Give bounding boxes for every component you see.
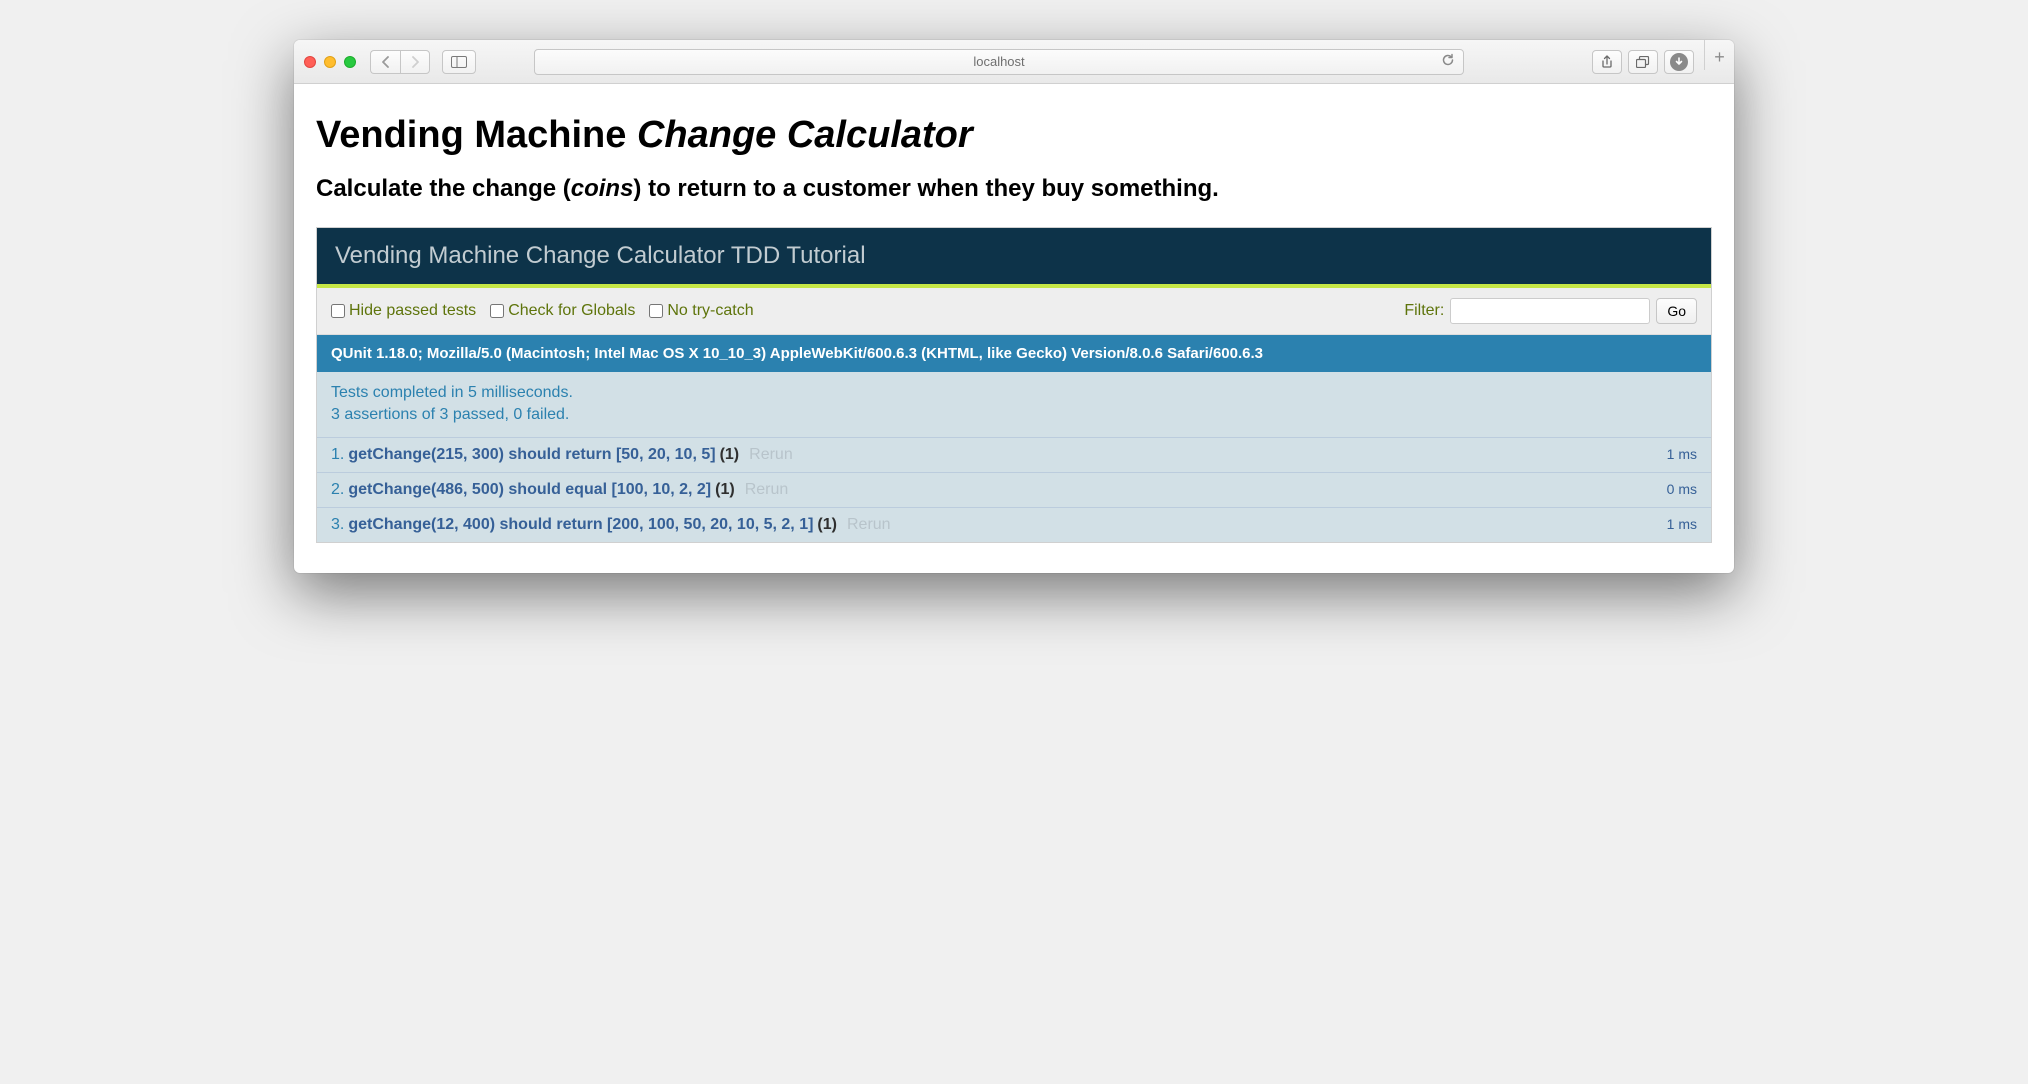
test-name[interactable]: getChange(215, 300) should return [50, 2… bbox=[348, 446, 715, 464]
test-assertion-count: (1) bbox=[720, 446, 740, 464]
sidebar-toggle-button[interactable] bbox=[442, 50, 476, 74]
qunit-panel: Vending Machine Change Calculator TDD Tu… bbox=[316, 227, 1712, 543]
filter-group: Filter: Go bbox=[1404, 298, 1697, 324]
filter-go-button[interactable]: Go bbox=[1656, 298, 1697, 324]
page-title-italic: Change Calculator bbox=[637, 114, 973, 156]
check-globals-label: Check for Globals bbox=[508, 302, 635, 320]
minimize-window-button[interactable] bbox=[324, 56, 336, 68]
qunit-summary-line1: Tests completed in 5 milliseconds. bbox=[331, 382, 1697, 404]
test-name[interactable]: getChange(12, 400) should return [200, 1… bbox=[348, 516, 813, 534]
sidebar-icon bbox=[451, 56, 467, 68]
no-trycatch-checkbox[interactable]: No try-catch bbox=[649, 302, 753, 320]
page-subtitle-suffix: ) to return to a customer when they buy … bbox=[633, 175, 1218, 202]
share-icon bbox=[1601, 55, 1613, 69]
hide-passed-checkbox[interactable]: Hide passed tests bbox=[331, 302, 476, 320]
check-globals-input[interactable] bbox=[490, 304, 504, 318]
tabs-button[interactable] bbox=[1628, 50, 1658, 74]
page-title: Vending Machine Change Calculator bbox=[316, 114, 1712, 157]
rerun-link[interactable]: Rerun bbox=[745, 481, 789, 499]
hide-passed-input[interactable] bbox=[331, 304, 345, 318]
chevron-left-icon bbox=[381, 56, 391, 68]
no-trycatch-input[interactable] bbox=[649, 304, 663, 318]
rerun-link[interactable]: Rerun bbox=[847, 516, 891, 534]
qunit-summary-line2: 3 assertions of 3 passed, 0 failed. bbox=[331, 404, 1697, 426]
traffic-lights bbox=[304, 56, 356, 68]
reload-button[interactable] bbox=[1441, 53, 1455, 70]
downloads-button[interactable] bbox=[1664, 50, 1694, 74]
test-row[interactable]: 3. getChange(12, 400) should return [200… bbox=[317, 508, 1711, 542]
new-tab-button[interactable]: + bbox=[1704, 40, 1734, 70]
browser-window: localhost bbox=[294, 40, 1734, 573]
rerun-link[interactable]: Rerun bbox=[749, 446, 793, 464]
qunit-toolbar: Hide passed tests Check for Globals No t… bbox=[317, 288, 1711, 335]
test-name[interactable]: getChange(486, 500) should equal [100, 1… bbox=[348, 481, 711, 499]
download-icon bbox=[1670, 53, 1688, 71]
chevron-right-icon bbox=[410, 56, 420, 68]
back-button[interactable] bbox=[370, 50, 400, 74]
test-number: 1. bbox=[331, 446, 344, 464]
qunit-tests-list: 1. getChange(215, 300) should return [50… bbox=[317, 438, 1711, 542]
page-title-prefix: Vending Machine bbox=[316, 114, 637, 156]
share-button[interactable] bbox=[1592, 50, 1622, 74]
test-runtime: 0 ms bbox=[1667, 481, 1697, 497]
toolbar-right: + bbox=[1592, 50, 1724, 74]
test-row[interactable]: 1. getChange(215, 300) should return [50… bbox=[317, 438, 1711, 473]
page-content: Vending Machine Change Calculator Calcul… bbox=[294, 84, 1734, 573]
nav-buttons bbox=[370, 50, 430, 74]
page-subtitle-prefix: Calculate the change ( bbox=[316, 175, 571, 202]
zoom-window-button[interactable] bbox=[344, 56, 356, 68]
page-subtitle-italic: coins bbox=[571, 175, 634, 202]
address-text: localhost bbox=[973, 54, 1024, 69]
browser-chrome: localhost bbox=[294, 40, 1734, 84]
test-runtime: 1 ms bbox=[1667, 446, 1697, 462]
test-number: 3. bbox=[331, 516, 344, 534]
page-subtitle: Calculate the change (coins) to return t… bbox=[316, 175, 1712, 203]
filter-label: Filter: bbox=[1404, 302, 1444, 320]
test-row[interactable]: 2. getChange(486, 500) should equal [100… bbox=[317, 473, 1711, 508]
qunit-header[interactable]: Vending Machine Change Calculator TDD Tu… bbox=[317, 228, 1711, 288]
test-number: 2. bbox=[331, 481, 344, 499]
hide-passed-label: Hide passed tests bbox=[349, 302, 476, 320]
test-assertion-count: (1) bbox=[817, 516, 837, 534]
no-trycatch-label: No try-catch bbox=[667, 302, 753, 320]
test-assertion-count: (1) bbox=[715, 481, 735, 499]
address-bar[interactable]: localhost bbox=[534, 49, 1464, 75]
reload-icon bbox=[1441, 53, 1455, 67]
qunit-summary: Tests completed in 5 milliseconds. 3 ass… bbox=[317, 372, 1711, 438]
check-globals-checkbox[interactable]: Check for Globals bbox=[490, 302, 635, 320]
qunit-useragent: QUnit 1.18.0; Mozilla/5.0 (Macintosh; In… bbox=[317, 335, 1711, 372]
test-runtime: 1 ms bbox=[1667, 516, 1697, 532]
tabs-icon bbox=[1636, 56, 1650, 68]
filter-input[interactable] bbox=[1450, 298, 1650, 324]
close-window-button[interactable] bbox=[304, 56, 316, 68]
forward-button[interactable] bbox=[400, 50, 430, 74]
